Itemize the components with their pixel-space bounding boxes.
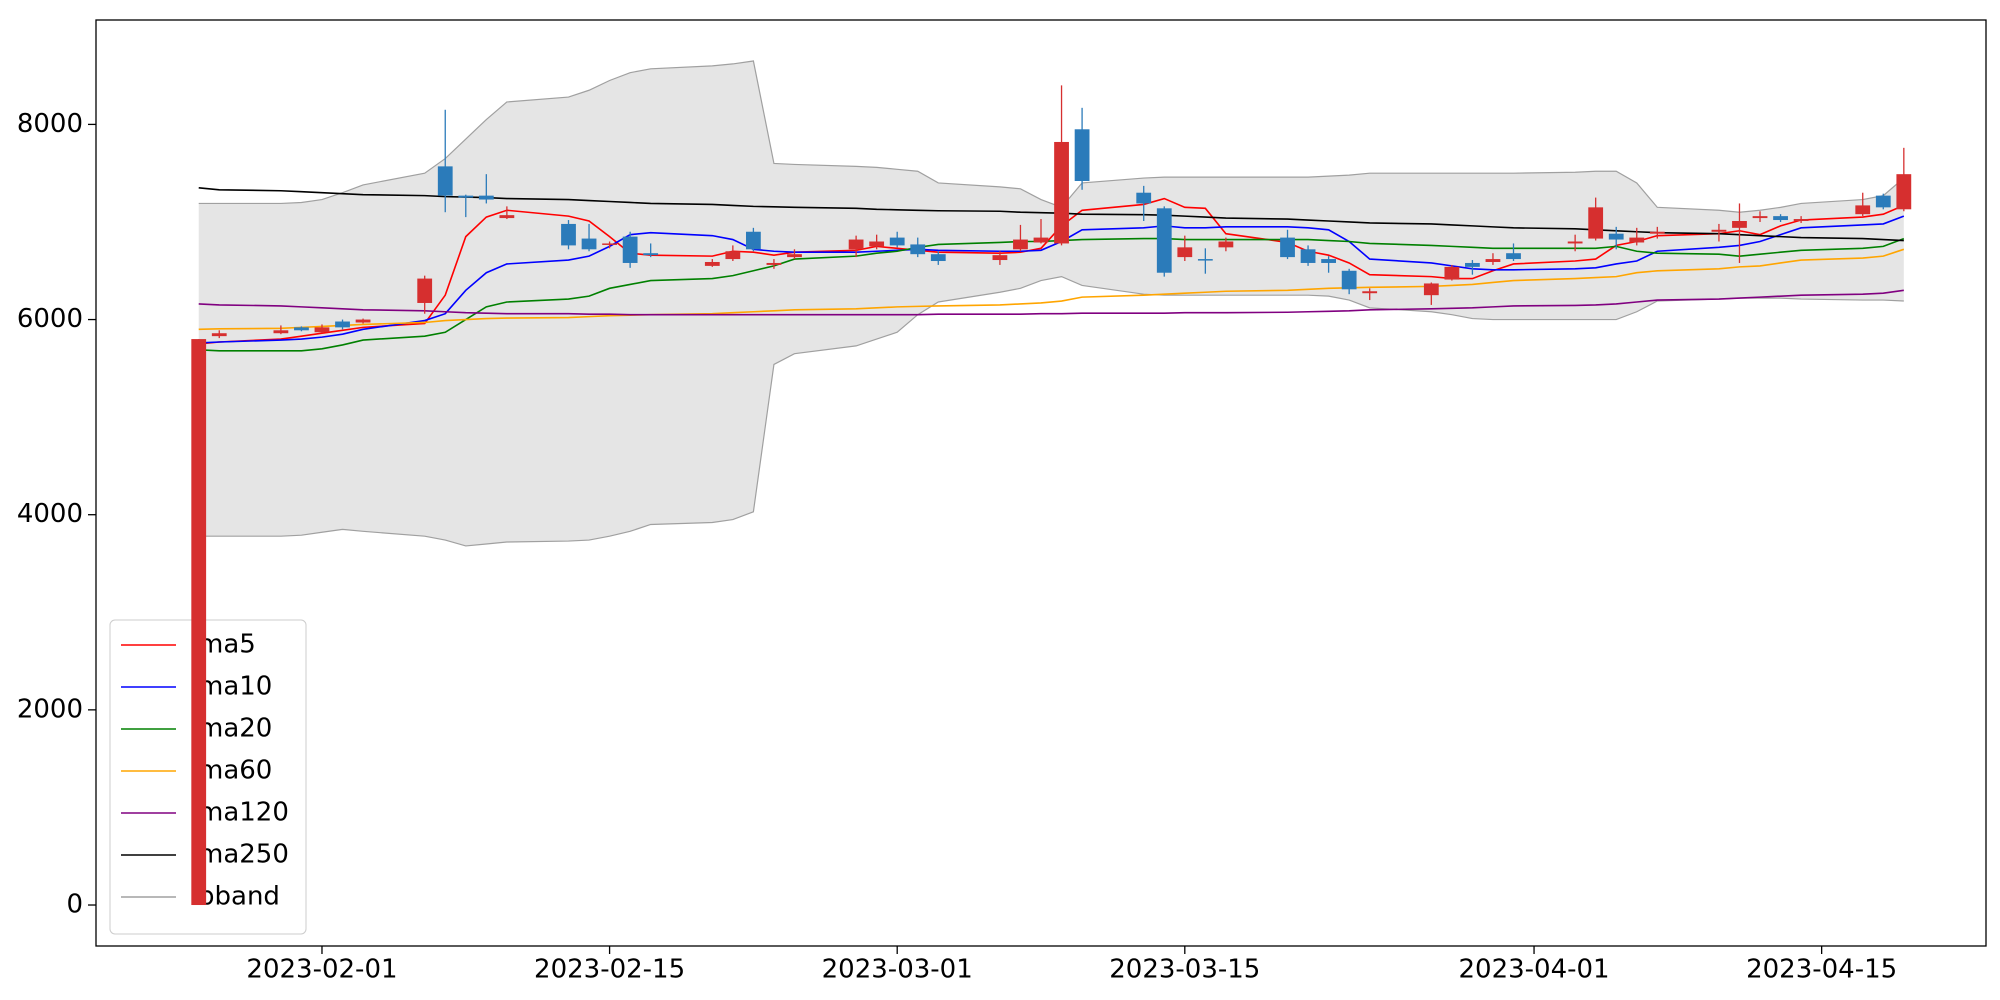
legend-label: ma60 [198,756,272,786]
candle-body [1156,208,1172,273]
candle-body [1218,241,1234,248]
band-edge [198,60,1905,213]
candle-body [1506,253,1521,260]
candle-body [273,330,289,334]
band-edge [198,276,1904,547]
candle-body [992,255,1008,261]
candle-body [1362,291,1378,294]
band-area [198,60,1904,546]
x-tick-label: 2023-04-01 [1458,955,1609,985]
x-tick-label: 2023-03-01 [822,955,973,985]
y-tick-label: 2000 [17,694,83,724]
candle-body [1732,221,1747,228]
candle-body [1855,205,1871,215]
candle-body [1465,262,1480,267]
candle-body [910,244,926,255]
legend-label: ma5 [198,630,256,660]
y-tick-label: 8000 [17,109,83,139]
candle-body [335,321,350,328]
candle-body [1013,239,1028,250]
legend-label: ma10 [198,672,272,702]
candle-body [1197,259,1213,261]
candle-body [1444,266,1460,280]
candle-body [1567,241,1583,244]
candle-body [417,278,433,303]
ma-line [198,248,1905,331]
candle-body [766,262,782,265]
legend-label: bband [198,882,280,912]
plot-frame [95,19,1987,947]
candle-body [1300,249,1316,263]
ma-line [198,237,1905,352]
candle-body [1711,229,1727,232]
legend-label: ma20 [198,714,272,744]
ma-line [198,215,1905,344]
x-tick-label: 2023-03-15 [1109,955,1260,985]
candle-body [499,215,515,219]
candle-body [1177,247,1193,258]
candle-body [1321,259,1337,263]
candle-body [1485,259,1501,262]
candle-body [869,241,885,247]
candle-body [745,231,761,250]
candle-body [1793,219,1809,222]
candle-body [602,243,617,245]
candle-body [294,327,309,331]
candle-body [787,254,802,258]
candle-body [1752,216,1768,219]
candle-body [1649,231,1665,234]
candle-body [478,195,494,200]
candle-body [1423,283,1439,296]
ma-line [198,197,1905,345]
candle-body [704,261,720,266]
candle-body [1629,237,1645,243]
candle-body [930,254,946,262]
candle-body [211,333,227,337]
candle-body [1588,207,1604,239]
candle-body [458,195,474,198]
candle-body [1136,192,1152,204]
candle-body [643,253,659,256]
legend-label: ma120 [198,798,289,828]
y-tick-label: 6000 [17,304,83,334]
candle-body [355,319,371,323]
candle-body [437,166,453,196]
candle-body [1875,195,1891,208]
candle-body [725,251,741,260]
candle-body [314,327,330,333]
candle-body [561,223,576,246]
candle-body [889,237,905,246]
candle-body [1896,174,1912,210]
candle-body [191,339,207,906]
candle-body [581,238,597,250]
x-tick-label: 2023-02-15 [534,955,685,985]
candle-body [1280,237,1295,258]
candle-body [1341,270,1357,290]
candle-body [1033,237,1049,243]
x-tick-label: 2023-04-15 [1746,955,1897,985]
candle-body [1608,233,1624,240]
candle-body [1074,129,1090,182]
x-tick-label: 2023-02-01 [246,955,397,985]
candle-body [1054,141,1069,244]
y-tick-label: 0 [66,890,83,920]
y-tick-label: 4000 [17,499,83,529]
candle-body [848,239,864,250]
candle-body [622,236,638,263]
ma-line [198,289,1904,316]
legend-label: ma250 [198,840,289,870]
candle-body [1773,216,1788,221]
